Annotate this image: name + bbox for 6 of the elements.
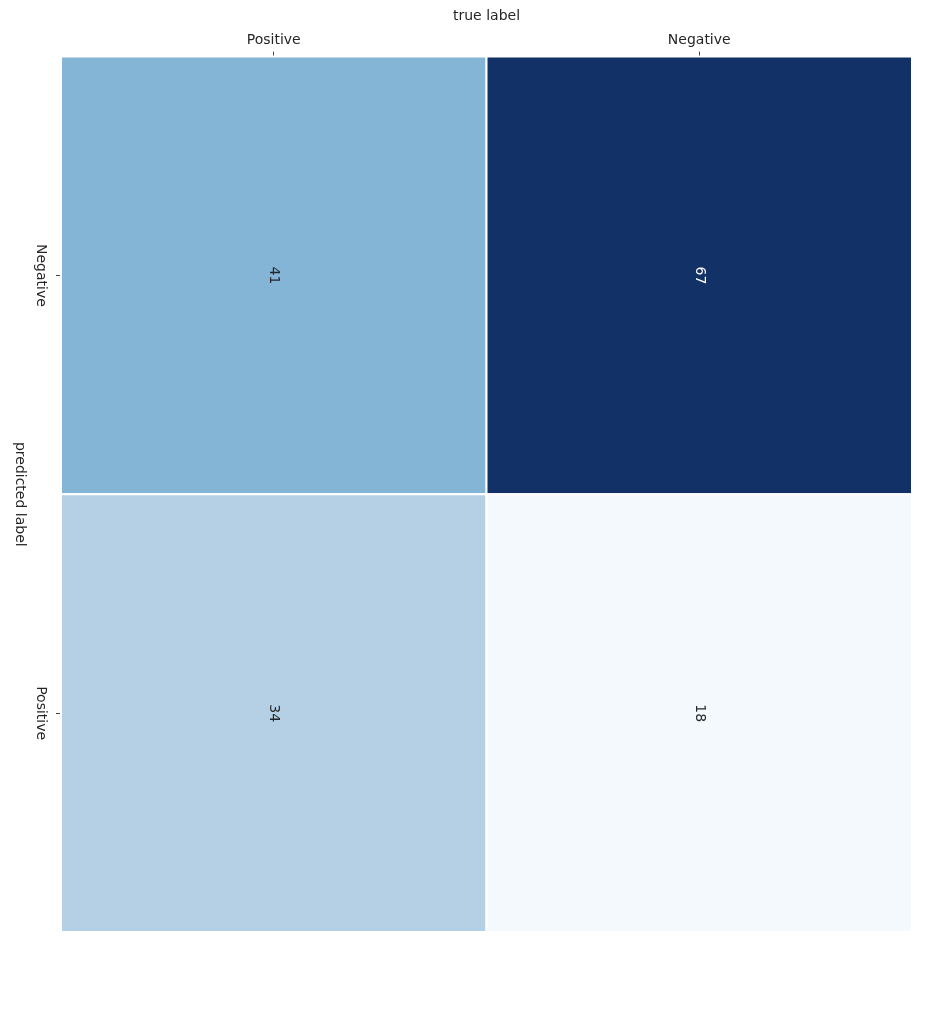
y-axis-title: predicted label bbox=[13, 441, 30, 547]
data-label: 41 bbox=[267, 266, 284, 285]
x-axis-title: true label bbox=[452, 7, 521, 24]
data-label: 18 bbox=[692, 704, 709, 723]
data-label: 34 bbox=[267, 704, 284, 723]
data-label: 67 bbox=[692, 266, 709, 285]
